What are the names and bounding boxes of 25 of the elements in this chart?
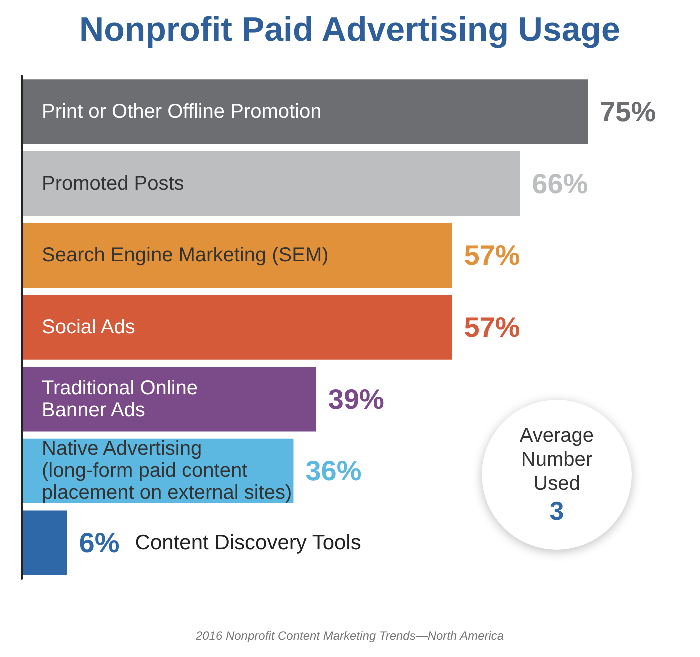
bar bbox=[22, 80, 588, 144]
circle-badge: Average Number Used 3 bbox=[482, 400, 632, 550]
y-tick-label: Print or Other Offline Promotion bbox=[42, 100, 322, 123]
chart-title: Nonprofit Paid Advertising Usage bbox=[80, 11, 620, 49]
data-label: 57% bbox=[464, 312, 520, 343]
annotation: Average Number Used bbox=[518, 424, 596, 496]
y-tick-label: Traditional Online Banner Ads bbox=[42, 377, 198, 422]
text: 2016 Nonprofit Content Marketing Trends—North America bbox=[194, 629, 504, 643]
bar bbox=[22, 510, 68, 576]
bar bbox=[22, 295, 452, 360]
y-tick-label: Promoted Posts bbox=[42, 172, 184, 195]
data-label: 57% bbox=[464, 240, 520, 272]
y-tick-label: Social Ads bbox=[42, 316, 136, 338]
data-label: 75% bbox=[600, 96, 656, 128]
data-label: 36% bbox=[306, 456, 362, 487]
data-label: 66% bbox=[532, 168, 588, 200]
bar bbox=[22, 367, 316, 432]
bar bbox=[22, 223, 452, 288]
y-tick-label: Search Engine Marketing (SEM) bbox=[42, 244, 329, 267]
bar bbox=[22, 151, 520, 216]
data-label: 39% bbox=[328, 384, 385, 415]
annotation: 3 bbox=[550, 496, 564, 526]
y-tick-label: Content Discovery Tools bbox=[135, 532, 362, 555]
y-tick-label: Native Advertising (long-form paid content placement on external sites) bbox=[42, 438, 292, 504]
data-label: 6% bbox=[79, 528, 120, 559]
